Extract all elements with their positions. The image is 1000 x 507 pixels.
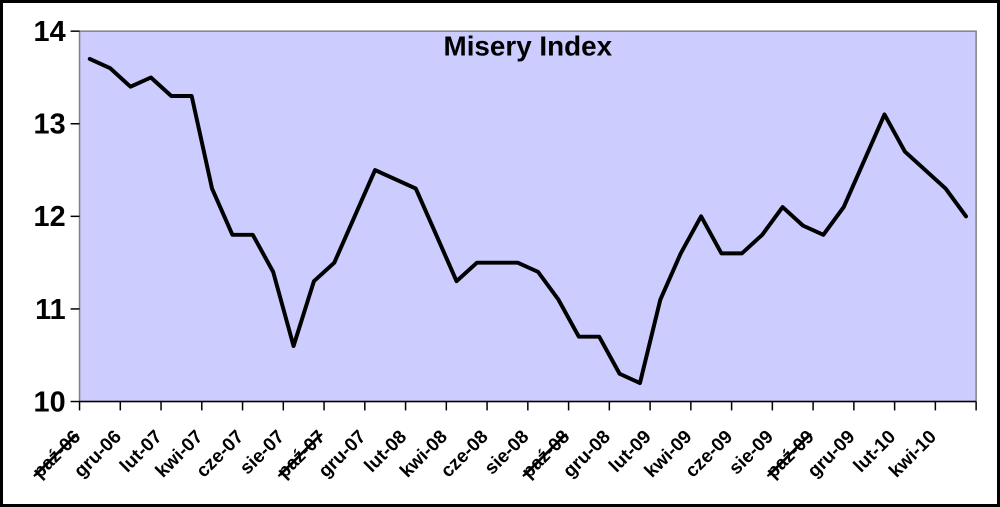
y-axis-tick-label: 14 [34, 16, 66, 48]
strike-line [33, 433, 77, 477]
y-axis-tick-label: 13 [34, 109, 66, 141]
strike-line [277, 433, 322, 477]
chart-layer: 1011121314paź-06gru-06lut-07kwi-07cze-07… [28, 16, 977, 482]
y-axis-tick-label: 10 [34, 386, 66, 418]
chart-title: Misery Index [444, 30, 613, 61]
y-axis-tick-label: 11 [35, 294, 65, 326]
misery-index-chart: 1011121314paź-06gru-06lut-07kwi-07cze-07… [28, 16, 977, 482]
series-line [87, 56, 968, 386]
strike-line [766, 433, 811, 477]
plot-area [78, 30, 977, 403]
y-axis-tick-label: 12 [34, 201, 66, 233]
strike-line [522, 433, 566, 477]
